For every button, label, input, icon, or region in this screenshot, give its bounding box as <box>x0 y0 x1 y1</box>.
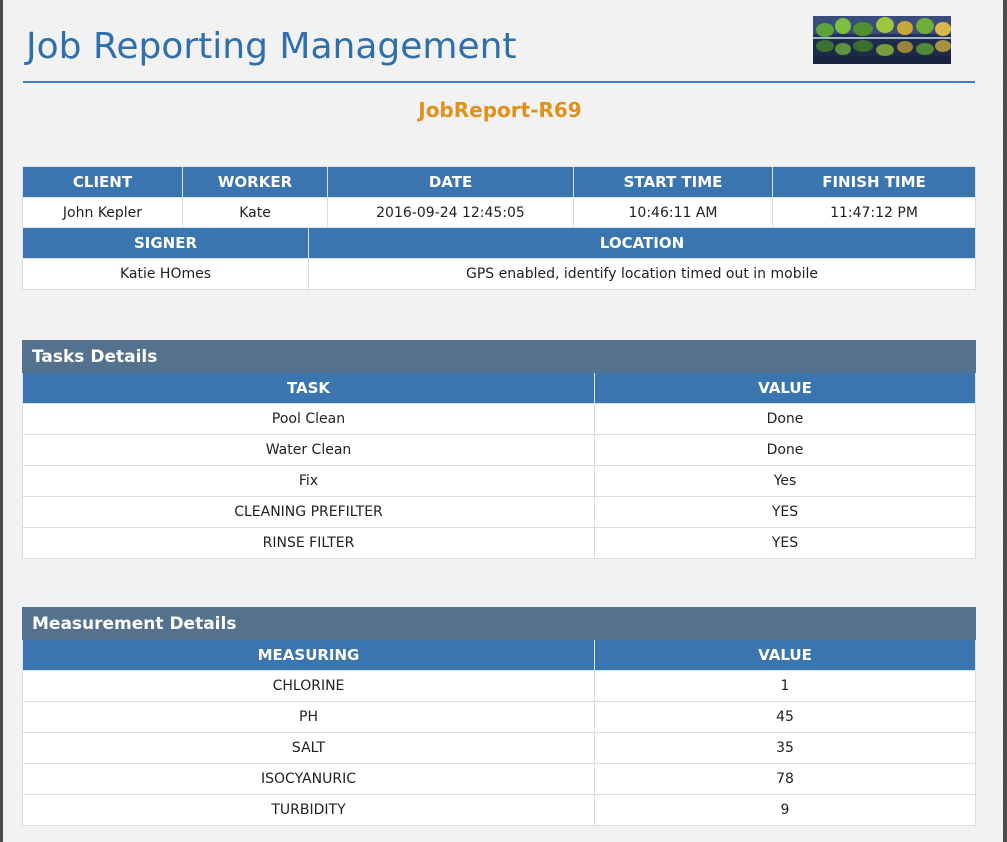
column-header-location: LOCATION <box>308 227 976 259</box>
column-header-finish-time: FINISH TIME <box>772 166 976 198</box>
report-page: Job Reporting Management JobReport-R69 <box>3 0 1003 842</box>
task-value: Done <box>593 403 977 435</box>
finish-time-value: 11:47:12 PM <box>772 197 976 229</box>
date-value: 2016-09-24 12:45:05 <box>327 197 574 229</box>
task-value: Yes <box>593 465 977 497</box>
measurement-name: CHLORINE <box>22 670 595 702</box>
table-row: ISOCYANURIC 78 <box>22 763 976 795</box>
task-name: Fix <box>22 465 595 497</box>
tasks-section-title: Tasks Details <box>21 340 977 373</box>
table-row: Pool Clean Done <box>22 403 977 435</box>
column-header-value: VALUE <box>594 639 976 671</box>
measurement-name: TURBIDITY <box>22 794 595 826</box>
column-header-client: CLIENT <box>22 166 183 198</box>
table-row: RINSE FILTER YES <box>22 527 977 559</box>
job-info-table: CLIENT WORKER DATE START TIME FINISH TIM… <box>22 166 976 229</box>
client-value: John Kepler <box>22 197 183 229</box>
report-id: JobReport-R69 <box>418 98 582 122</box>
column-header-start-time: START TIME <box>573 166 773 198</box>
job-info-header-row: CLIENT WORKER DATE START TIME FINISH TIM… <box>22 166 976 198</box>
landscape-logo <box>813 16 951 64</box>
task-name: Pool Clean <box>22 403 595 435</box>
column-header-measuring: MEASURING <box>22 639 595 671</box>
column-header-task: TASK <box>22 372 595 404</box>
measurement-value: 9 <box>594 794 976 826</box>
tasks-section-header: Tasks Details <box>21 340 977 373</box>
measurements-section-title: Measurement Details <box>22 607 976 640</box>
task-name: RINSE FILTER <box>22 527 595 559</box>
measurement-value: 35 <box>594 732 976 764</box>
task-name: Water Clean <box>22 434 595 466</box>
measurements-table: Measurement Details MEASURING VALUE CHLO… <box>22 607 976 826</box>
start-time-value: 10:46:11 AM <box>573 197 773 229</box>
measurements-section-header: Measurement Details <box>22 607 976 640</box>
column-header-value: VALUE <box>593 372 977 404</box>
task-value: Done <box>593 434 977 466</box>
table-row: TURBIDITY 9 <box>22 794 976 826</box>
table-row: PH 45 <box>22 701 976 733</box>
task-value: YES <box>593 527 977 559</box>
table-row: SALT 35 <box>22 732 976 764</box>
task-name: CLEANING PREFILTER <box>22 496 595 528</box>
task-value: YES <box>593 496 977 528</box>
table-row: Fix Yes <box>22 465 977 497</box>
sign-info-row: Katie HOmes GPS enabled, identify locati… <box>22 258 976 290</box>
sign-info-table: SIGNER LOCATION Katie HOmes GPS enabled,… <box>22 227 976 290</box>
page-title: Job Reporting Management <box>26 26 517 67</box>
signer-value: Katie HOmes <box>22 258 309 290</box>
measurement-value: 78 <box>594 763 976 795</box>
sign-info-header-row: SIGNER LOCATION <box>22 227 976 259</box>
table-row: Water Clean Done <box>22 434 977 466</box>
measurement-name: PH <box>22 701 595 733</box>
column-header-signer: SIGNER <box>22 227 309 259</box>
measurement-value: 45 <box>594 701 976 733</box>
table-row: CLEANING PREFILTER YES <box>22 496 977 528</box>
worker-value: Kate <box>182 197 328 229</box>
job-info-row: John Kepler Kate 2016-09-24 12:45:05 10:… <box>22 197 976 229</box>
table-row: CHLORINE 1 <box>22 670 976 702</box>
column-header-date: DATE <box>327 166 574 198</box>
measurement-name: SALT <box>22 732 595 764</box>
column-header-worker: WORKER <box>182 166 328 198</box>
tasks-table: Tasks Details TASK VALUE Pool Clean Done… <box>21 340 977 559</box>
measurement-value: 1 <box>594 670 976 702</box>
title-divider <box>23 81 975 83</box>
location-value: GPS enabled, identify location timed out… <box>308 258 976 290</box>
measurement-name: ISOCYANURIC <box>22 763 595 795</box>
tasks-header-row: TASK VALUE <box>22 372 977 404</box>
measurements-header-row: MEASURING VALUE <box>22 639 976 671</box>
